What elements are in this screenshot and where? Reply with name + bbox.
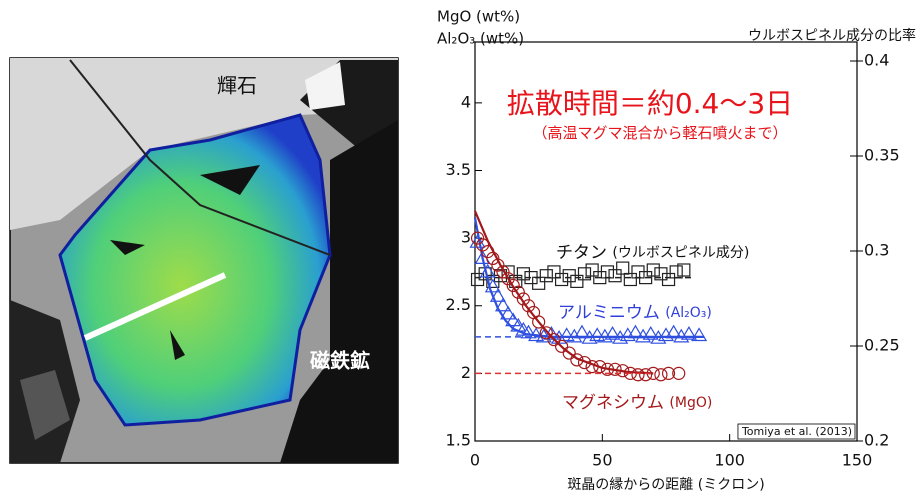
x-axis-label: 斑晶の縁からの距離 (ミクロン) <box>567 476 764 493</box>
square-marker <box>586 264 598 276</box>
annotation: チタン (ウルボスピネル成分) <box>556 243 749 263</box>
y-axis-label: MgO (wt%) <box>437 8 520 26</box>
annotation: 拡散時間＝約0.4〜3日 <box>507 87 793 120</box>
y2-axis-label: ウルボスピネル成分の比率 <box>748 27 916 44</box>
y-tick-label: 2 <box>461 363 471 382</box>
y-tick-label: 3.5 <box>446 160 471 179</box>
y2-tick-label: 0.3 <box>864 241 889 260</box>
annotation: マグネシウム (MgO) <box>562 393 712 413</box>
annotation-detail: (ウルボスピネル成分) <box>612 245 749 261</box>
square-marker <box>617 262 629 274</box>
annotation-detail: (MgO) <box>669 395 712 411</box>
figure: 輝石 磁鉄鉱 MgO (wt%) Al₂O₃ (wt%) ウルボスピネル成分の比… <box>0 0 918 497</box>
y2-tick-label: 0.4 <box>864 51 889 70</box>
micrograph: 輝石 磁鉄鉱 <box>10 58 398 463</box>
y-tick-label: 4 <box>461 92 471 111</box>
fit-line <box>475 211 653 373</box>
annotation-text: チタン <box>556 243 607 263</box>
x-tick-label: 50 <box>592 451 612 470</box>
y-tick-label: 3 <box>461 228 471 247</box>
x-tick-label: 150 <box>842 451 873 470</box>
y-tick-label: 1.5 <box>446 431 471 450</box>
square-marker <box>548 266 560 278</box>
annotation: Tomiya et al. (2013) <box>741 425 852 438</box>
page: 輝石 磁鉄鉱 MgO (wt%) Al₂O₃ (wt%) ウルボスピネル成分の比… <box>0 0 918 497</box>
x-tick-label: 0 <box>470 451 480 470</box>
y2-tick-label: 0.35 <box>864 146 900 165</box>
annotation-text: マグネシウム <box>562 393 664 413</box>
annotation-text: アルミニウム <box>558 303 660 323</box>
y2-tick-label: 0.25 <box>864 336 900 355</box>
square-marker <box>556 274 568 286</box>
x-tick-label: 100 <box>714 451 745 470</box>
square-marker <box>540 270 552 282</box>
y-tick-label: 2.5 <box>446 295 471 314</box>
y-axis-label: Al₂O₃ (wt%) <box>437 30 524 48</box>
y2-tick-label: 0.2 <box>864 431 889 450</box>
image-label: 輝石 <box>217 74 257 98</box>
square-marker <box>624 274 636 286</box>
annotation: （高温マグマ混合から軽石噴火まで） <box>532 124 787 142</box>
square-marker <box>609 270 621 282</box>
annotation-detail: (Al₂O₃) <box>665 305 712 321</box>
annotation-text: Tomiya et al. (2013) <box>741 425 852 438</box>
square-marker <box>647 264 659 276</box>
annotation: アルミニウム (Al₂O₃) <box>558 303 712 323</box>
image-label: 磁鉄鉱 <box>310 349 370 373</box>
annotation-text: （高温マグマ混合から軽石噴火まで） <box>532 124 787 142</box>
annotation-text: 拡散時間＝約0.4〜3日 <box>507 87 793 120</box>
